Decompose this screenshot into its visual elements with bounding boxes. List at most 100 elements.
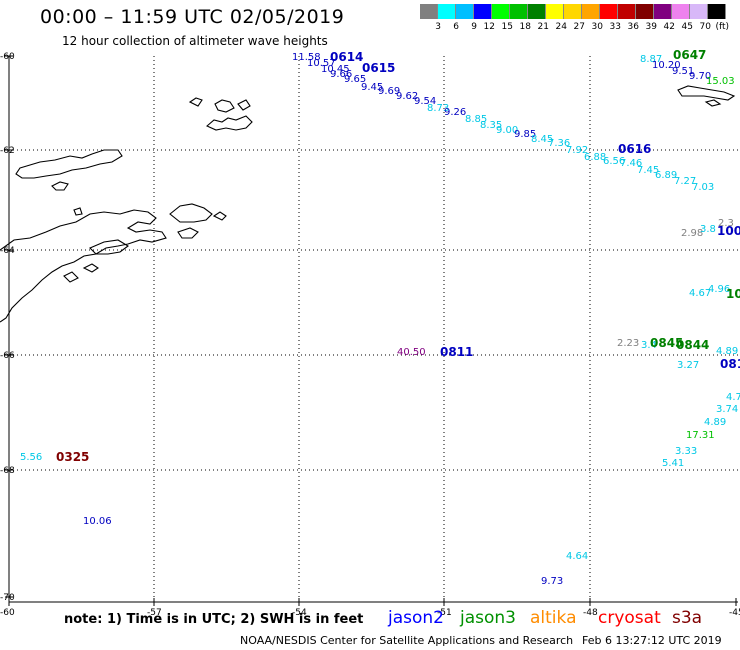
scale-label: 33 bbox=[609, 22, 621, 32]
pass-time-label: 0616 bbox=[618, 142, 651, 156]
swh-value: 2.23 bbox=[617, 338, 639, 349]
swh-value: 3.33 bbox=[675, 446, 697, 457]
pass-time-label: 10 bbox=[726, 287, 740, 301]
scale-swatch bbox=[618, 4, 636, 19]
coastline bbox=[0, 85, 736, 323]
island-south-georgia bbox=[677, 85, 736, 101]
pass-time-label: 0844 bbox=[676, 338, 709, 352]
swh-value: 9.62 bbox=[396, 91, 418, 102]
swh-value: 3.4 bbox=[641, 340, 657, 351]
swh-value: 7.03 bbox=[692, 182, 714, 193]
swh-value: 9.70 bbox=[689, 71, 711, 82]
credit-text: NOAA/NESDIS Center for Satellite Applica… bbox=[240, 634, 574, 647]
scale-swatch bbox=[456, 4, 474, 19]
legend-jason2: jason2 bbox=[388, 608, 444, 628]
swh-value: 7.45 bbox=[637, 165, 659, 176]
swh-value: 3.8 bbox=[700, 224, 716, 235]
scale-label: 45 bbox=[681, 22, 693, 32]
scale-label: 27 bbox=[573, 22, 585, 32]
scale-swatch bbox=[672, 4, 690, 19]
scale-label: 9 bbox=[471, 22, 477, 32]
swh-value: 2.98 bbox=[681, 228, 703, 239]
swh-value: 7.46 bbox=[620, 158, 642, 169]
island-south-shetland-1 bbox=[15, 149, 123, 179]
swh-value: 9.00 bbox=[496, 125, 518, 136]
scale-swatch bbox=[600, 4, 618, 19]
swh-value: 6.56 bbox=[603, 156, 625, 167]
scale-swatch bbox=[510, 4, 528, 19]
pass-time-label: 100 bbox=[717, 224, 740, 238]
swh-value: 8.73 bbox=[427, 103, 449, 114]
swh-value: 8.45 bbox=[531, 134, 553, 145]
island-group-east bbox=[212, 211, 227, 221]
swh-value: 15.03 bbox=[706, 76, 735, 87]
island-small-2 bbox=[214, 99, 235, 113]
generated-timestamp: Feb 6 13:27:12 UTC 2019 bbox=[582, 634, 722, 647]
scale-swatch bbox=[654, 4, 672, 19]
scale-swatch bbox=[708, 4, 726, 19]
map-frame bbox=[8, 56, 738, 603]
scale-label: 39 bbox=[645, 22, 657, 32]
swh-value: 4.89 bbox=[704, 417, 726, 428]
swh-value: 7.36 bbox=[548, 138, 570, 149]
swh-value: 8.35 bbox=[480, 120, 502, 131]
swh-value: 2.3 bbox=[718, 218, 734, 229]
swh-value: 9.69 bbox=[378, 86, 400, 97]
legend-jason3: jason3 bbox=[460, 608, 516, 628]
x-tick-label: -60 bbox=[0, 608, 15, 618]
longitude-tick-labels: -60 -57 -54 -51 -48 -45 bbox=[0, 598, 740, 618]
island-snow-hill bbox=[63, 271, 79, 283]
scale-label: 21 bbox=[537, 22, 549, 32]
scale-swatch bbox=[564, 4, 582, 19]
island-paulet bbox=[82, 263, 99, 273]
x-tick-label: -57 bbox=[147, 608, 162, 618]
swh-value: 9.45 bbox=[361, 82, 383, 93]
island-small-1 bbox=[188, 97, 203, 107]
scale-label: 6 bbox=[453, 22, 459, 32]
graticule bbox=[9, 56, 738, 602]
island-south-orkney bbox=[205, 115, 253, 131]
scale-swatch bbox=[636, 4, 654, 19]
wave-height-observations: 11.5810.5710.459.669.659.459.699.629.548… bbox=[20, 52, 740, 587]
x-tick-label: -51 bbox=[437, 608, 452, 618]
swh-value: 4.96 bbox=[708, 284, 730, 295]
legend-cryosat: cryosat bbox=[598, 608, 661, 628]
scale-label: 3 bbox=[435, 22, 441, 32]
scale-label: 30 bbox=[591, 22, 603, 32]
pass-time-label: 0615 bbox=[362, 61, 395, 75]
scale-swatch bbox=[438, 4, 456, 19]
y-tick-label: -68 bbox=[0, 466, 15, 476]
island-dundee bbox=[177, 227, 199, 239]
swh-value: 6.89 bbox=[655, 170, 677, 181]
y-tick-label: -66 bbox=[0, 351, 15, 361]
swh-value: 9.65 bbox=[344, 74, 366, 85]
x-tick-label: -45 bbox=[729, 608, 740, 618]
scale-label: 12 bbox=[483, 22, 495, 32]
swh-value: 3.27 bbox=[677, 360, 699, 371]
scale-label: 24 bbox=[555, 22, 567, 32]
scale-swatch bbox=[546, 4, 564, 19]
island-small-3 bbox=[237, 99, 251, 111]
swh-value: 9.85 bbox=[514, 129, 536, 140]
pass-time-label: 0647 bbox=[673, 48, 706, 62]
scale-swatch bbox=[528, 4, 546, 19]
scale-swatch bbox=[690, 4, 708, 19]
swh-value: 9.51 bbox=[672, 66, 694, 77]
swh-value: 10.20 bbox=[652, 60, 681, 71]
island-south-shetland-3 bbox=[73, 207, 83, 216]
scale-label: 42 bbox=[663, 22, 675, 32]
y-tick-label: -60 bbox=[0, 52, 15, 62]
x-tick-label: -54 bbox=[292, 608, 307, 618]
legend-altika: altika bbox=[530, 608, 577, 628]
swh-value: 7.27 bbox=[674, 176, 696, 187]
swh-value: 8.85 bbox=[465, 114, 487, 125]
scale-label: 36 bbox=[627, 22, 639, 32]
swh-value: 4.67 bbox=[689, 288, 711, 299]
swh-value: 6.88 bbox=[584, 152, 606, 163]
scale-swatch bbox=[420, 4, 438, 19]
footnote: note: 1) Time is in UTC; 2) SWH is in fe… bbox=[64, 612, 364, 627]
antarctic-peninsula bbox=[0, 209, 167, 323]
swh-value: 10.06 bbox=[83, 516, 112, 527]
